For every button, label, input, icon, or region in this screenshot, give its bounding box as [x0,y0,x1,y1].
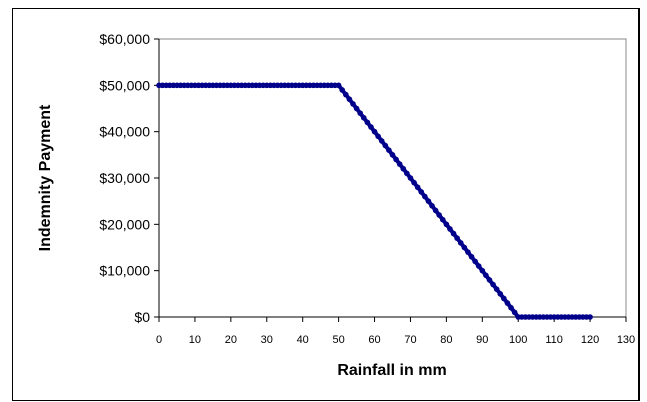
x-ticks: 0 10 20 30 40 50 60 70 80 90 100 110 120 130 [156,317,635,346]
data-point [472,258,478,265]
data-point [414,184,421,191]
y-tick-label: $0 [134,309,150,325]
data-point [429,203,435,209]
data-point [490,281,496,288]
data-point [436,212,443,218]
data-point [386,147,392,153]
x-tick-label: 80 [440,334,452,346]
y-ticks: $0 $10,000 $20,000 $30,000 $40,000 $50,000 $60… [99,31,159,325]
data-point [393,156,399,163]
data-point [443,221,450,228]
x-tick-label: 120 [581,334,599,346]
data-point [479,267,486,274]
data-point [465,249,471,255]
x-tick-label: 50 [332,334,344,346]
data-point [497,291,504,297]
data-point [346,96,353,103]
x-tick-label: 40 [297,334,309,346]
data-point [425,198,432,204]
y-tick-label: $40,000 [99,124,150,140]
y-tick-label: $60,000 [99,31,150,47]
data-point [422,193,428,200]
data-point [339,87,346,93]
data-point [508,304,514,311]
data-point [411,179,417,186]
y-tick-label: $30,000 [99,170,150,186]
data-point [389,152,396,158]
data-point [432,207,439,214]
data-point [378,138,385,144]
x-tick-label: 60 [368,334,380,346]
x-tick-label: 30 [261,334,273,346]
data-point [447,226,453,232]
data-point [439,216,446,223]
data-point [461,244,468,251]
data-point [475,263,482,269]
x-tick-label: 70 [404,334,416,346]
data-point [418,189,425,195]
x-tick-label: 90 [476,334,488,346]
data-point [511,309,518,316]
data-point [454,235,460,242]
data-point [483,272,489,279]
x-tick-label: 0 [156,334,162,346]
data-point [501,295,507,302]
data-point [343,91,349,98]
data-point [404,170,410,177]
data-point [357,110,363,116]
data-point [368,124,374,130]
data-point [504,300,511,306]
y-tick-label: $50,000 [99,77,150,93]
data-point [450,230,457,237]
data-point [360,114,367,121]
x-tick-label: 10 [189,334,201,346]
x-tick-label: 110 [545,334,563,346]
y-axis-title: Indemnity Payment [37,104,54,251]
data-point [364,119,371,126]
data-point [407,175,414,181]
data-point [353,105,360,112]
y-tick-label: $10,000 [99,263,150,279]
x-axis-title: Rainfall in mm [337,362,446,379]
data-point [350,101,356,107]
data-point [457,240,464,246]
data-point [400,165,407,172]
data-point [468,253,475,260]
x-tick-label: 130 [617,334,635,346]
plot-area [158,38,627,318]
data-point [382,142,389,149]
data-point [493,286,500,293]
series-group [156,82,593,320]
data-point [371,128,378,135]
data-point [375,133,381,140]
x-tick-label: 20 [225,334,237,346]
y-tick-label: $20,000 [99,216,150,232]
x-tick-label: 100 [509,334,527,346]
data-point [486,277,493,283]
data-point [587,314,593,320]
data-point [396,161,403,167]
data-point [335,82,342,89]
